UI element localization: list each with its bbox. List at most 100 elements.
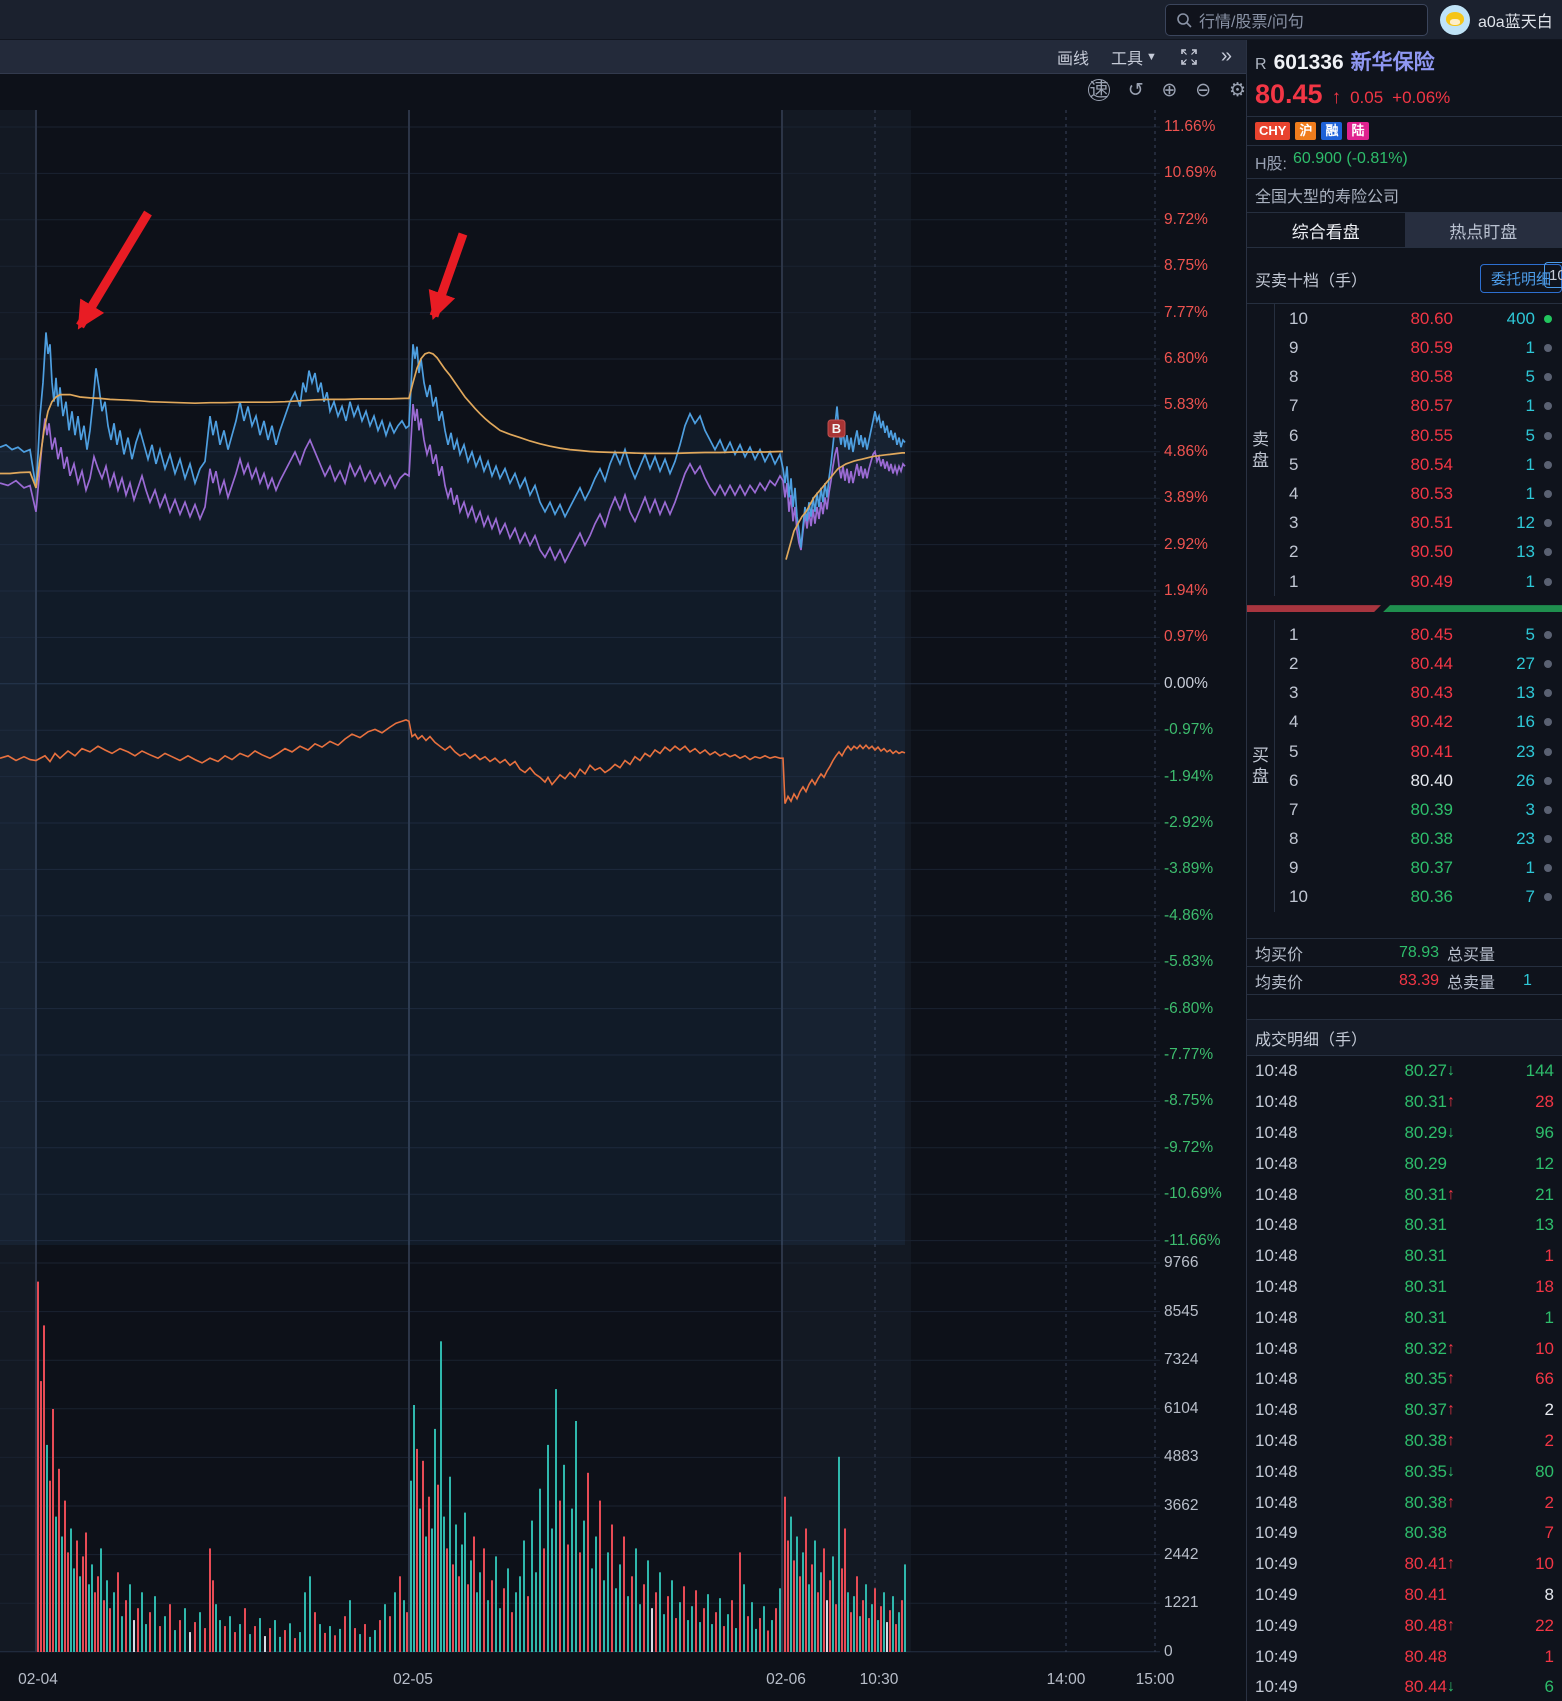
trade-row[interactable]: 10:48 80.38 ↑ 2	[1247, 1487, 1562, 1518]
price: 80.45	[1410, 624, 1453, 644]
buy-order-row[interactable]: 8 80.38 23	[1275, 824, 1562, 853]
price: 80.40	[1410, 770, 1453, 790]
tab-hotspot-watch[interactable]: 热点盯盘	[1449, 222, 1518, 242]
sell-order-row[interactable]: 9 80.59 1	[1275, 333, 1562, 362]
sell-order-row[interactable]: 10 80.60 400	[1275, 304, 1562, 333]
trade-row[interactable]: 10:48 80.35 ↓ 80	[1247, 1456, 1562, 1487]
buy-order-row[interactable]: 7 80.39 3	[1275, 795, 1562, 824]
percent-axis-label: -10.69%	[1164, 1185, 1222, 1203]
sell-order-row[interactable]: 2 80.50 13	[1275, 538, 1562, 567]
trade-detail-header: 成交明细（手）	[1247, 1019, 1562, 1057]
volume-axis-label: 7324	[1164, 1351, 1199, 1369]
trade-row[interactable]: 10:48 80.29 ↓ 96	[1247, 1118, 1562, 1149]
price-chart-canvas[interactable]: B	[0, 0, 1246, 1701]
volume-axis-label: 9766	[1164, 1254, 1199, 1271]
trade-row[interactable]: 10:49 80.41 8	[1247, 1580, 1562, 1611]
price-row: 80.45 ↑ 0.05 +0.06%	[1247, 76, 1562, 117]
speed-mode-icon[interactable]: 速	[1088, 79, 1110, 101]
user-account[interactable]: a0a蓝天白	[1440, 2, 1553, 38]
avg-sell-row: 均卖价 83.39 总卖量 1	[1247, 967, 1562, 996]
trade-row[interactable]: 10:48 80.31 13	[1247, 1210, 1562, 1241]
order-dot-icon	[1544, 490, 1552, 499]
avg-buy-label: 均买价	[1255, 946, 1304, 964]
trade-row[interactable]: 10:48 80.31 ↑ 28	[1247, 1087, 1562, 1118]
percent-axis-label: 1.94%	[1164, 582, 1208, 599]
undo-icon[interactable]: ↺	[1127, 79, 1144, 101]
trade-row[interactable]: 10:48 80.31 ↑ 21	[1247, 1179, 1562, 1210]
sell-order-book: 卖盘 10 80.60 400 9 80.59 1 8 80.58 5 7 80.57 1 6 80.55…	[1247, 304, 1562, 597]
trade-time: 10:48	[1255, 1307, 1298, 1327]
trade-detail-list[interactable]: 10:48 80.27 ↓ 144 10:48 80.31 ↑ 28 10:48 80.29 ↓ 96…	[1247, 1056, 1562, 1701]
price: 80.44	[1410, 653, 1453, 673]
zoom-out-icon[interactable]: ⊖	[1195, 79, 1212, 101]
sell-order-row[interactable]: 7 80.57 1	[1275, 392, 1562, 421]
order-dot-icon	[1544, 344, 1552, 353]
trade-row[interactable]: 10:48 80.29 12	[1247, 1148, 1562, 1179]
trade-row[interactable]: 10:49 80.48 ↑ 22	[1247, 1610, 1562, 1641]
buy-order-row[interactable]: 1 80.45 5	[1275, 620, 1562, 649]
volume: 1	[1525, 858, 1535, 878]
trade-row[interactable]: 10:48 80.31 18	[1247, 1272, 1562, 1303]
price: 80.37	[1410, 858, 1453, 878]
sell-order-row[interactable]: 6 80.55 5	[1275, 421, 1562, 450]
time-axis-label: 02-04	[18, 1671, 58, 1688]
levels-count-button[interactable]: 10	[1544, 262, 1562, 289]
percent-axis-label: 0.97%	[1164, 628, 1208, 646]
percent-axis-label: 10.69%	[1164, 164, 1217, 182]
zoom-in-icon[interactable]: ⊕	[1161, 79, 1178, 101]
buy-order-row[interactable]: 3 80.43 13	[1275, 679, 1562, 708]
buy-order-row[interactable]: 6 80.40 26	[1275, 766, 1562, 795]
buy-order-row[interactable]: 4 80.42 16	[1275, 708, 1562, 737]
trade-direction-icon: ↑	[1447, 1339, 1455, 1357]
sell-order-row[interactable]: 1 80.49 1	[1275, 567, 1562, 596]
tools-dropdown[interactable]: 工具 ▼	[1111, 45, 1157, 69]
trade-direction-icon: ↓	[1447, 1678, 1455, 1696]
trade-row[interactable]: 10:49 80.48 1	[1247, 1641, 1562, 1672]
stock-badge: 融	[1321, 122, 1343, 141]
buy-order-row[interactable]: 2 80.44 27	[1275, 649, 1562, 678]
sell-order-row[interactable]: 8 80.58 5	[1275, 363, 1562, 392]
trade-row[interactable]: 10:48 80.31 1	[1247, 1241, 1562, 1272]
search-input[interactable]: 行情/股票/问句	[1165, 4, 1428, 36]
sell-order-row[interactable]: 3 80.51 12	[1275, 509, 1562, 538]
settings-gear-icon[interactable]: ⚙	[1228, 79, 1246, 101]
trade-row[interactable]: 10:48 80.38 ↑ 2	[1247, 1426, 1562, 1457]
collapse-panel-icon[interactable]: »	[1220, 45, 1232, 67]
entrust-detail-button[interactable]: 委托明细	[1479, 264, 1562, 294]
buy-marker: B	[827, 419, 846, 438]
trade-price: 80.31	[1404, 1277, 1447, 1297]
trade-row[interactable]: 10:49 80.38 7	[1247, 1518, 1562, 1549]
trade-row[interactable]: 10:48 80.37 ↑ 2	[1247, 1395, 1562, 1426]
volume: 400	[1506, 308, 1535, 328]
trade-detail-title: 成交明细（手）	[1255, 1031, 1368, 1049]
buy-ratio-segment	[1383, 605, 1562, 613]
sell-order-row[interactable]: 4 80.53 1	[1275, 479, 1562, 508]
buy-order-row[interactable]: 9 80.37 1	[1275, 854, 1562, 883]
trade-time: 10:48	[1255, 1123, 1298, 1143]
search-placeholder: 行情/股票/问句	[1199, 14, 1304, 31]
volume: 13	[1516, 542, 1535, 562]
trade-price: 80.31	[1404, 1184, 1447, 1204]
trade-row[interactable]: 10:48 80.35 ↑ 66	[1247, 1364, 1562, 1395]
trade-row[interactable]: 10:49 80.41 ↑ 10	[1247, 1549, 1562, 1580]
sell-order-row[interactable]: 5 80.54 1	[1275, 450, 1562, 479]
trade-row[interactable]: 10:48 80.27 ↓ 144	[1247, 1056, 1562, 1087]
chart-area[interactable]: B 11.66% 10.69% 9.72% 8.75% 7.77% 6.80% 5.83% 4…	[0, 0, 1246, 1701]
order-dot-icon	[1544, 776, 1552, 785]
buy-order-row[interactable]: 5 80.41 23	[1275, 737, 1562, 766]
draw-line-button[interactable]: 画线	[1057, 45, 1089, 69]
trade-price: 80.35	[1404, 1461, 1447, 1481]
trade-row[interactable]: 10:48 80.32 ↑ 10	[1247, 1333, 1562, 1364]
buy-sell-ratio-bar	[1247, 605, 1562, 613]
trade-time: 10:48	[1255, 1338, 1298, 1358]
trade-row[interactable]: 10:49 80.44 ↓ 6	[1247, 1672, 1562, 1701]
level: 9	[1289, 858, 1299, 878]
buy-order-row[interactable]: 10 80.36 7	[1275, 883, 1562, 912]
order-dot-icon	[1544, 835, 1552, 844]
fullscreen-icon[interactable]	[1179, 47, 1199, 67]
order-dot-icon	[1544, 805, 1552, 814]
trade-direction-icon: ↑	[1447, 1401, 1455, 1419]
tab-composite-view[interactable]: 综合看盘	[1247, 213, 1405, 248]
trade-row[interactable]: 10:48 80.31 1	[1247, 1302, 1562, 1333]
stock-name[interactable]: 新华保险	[1350, 51, 1435, 74]
